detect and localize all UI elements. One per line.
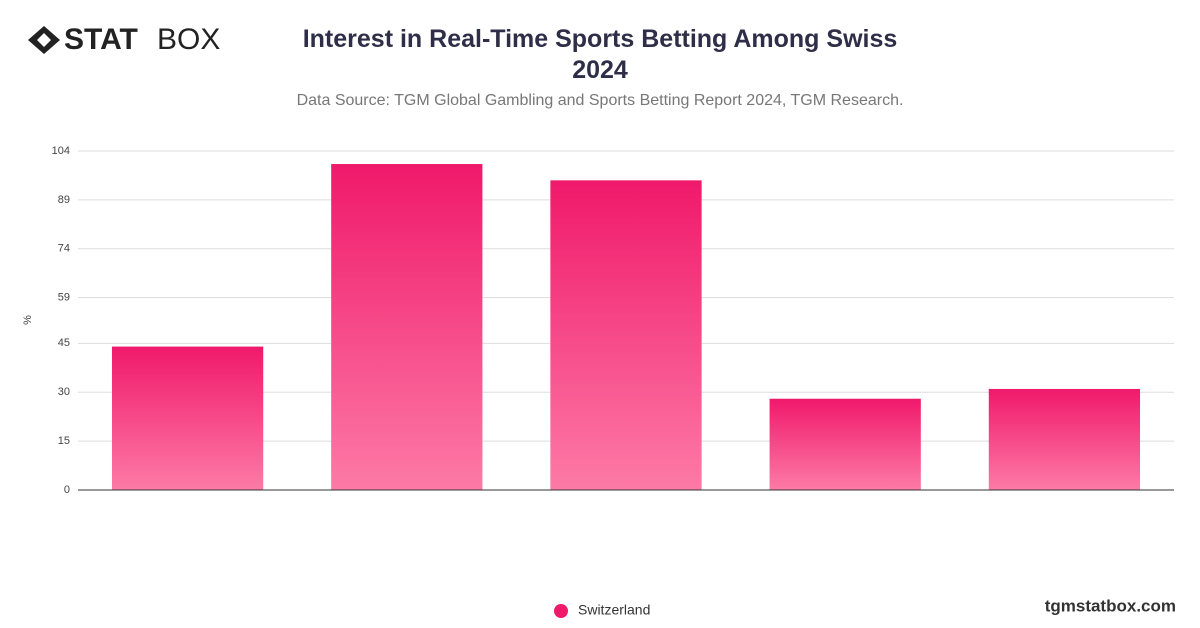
y-tick-label: 74: [58, 243, 70, 255]
y-axis-label: %: [22, 315, 34, 325]
chart-subtitle: Data Source: TGM Global Gambling and Spo…: [296, 92, 904, 109]
logo-icon: [28, 26, 60, 54]
y-tick-label: 59: [58, 292, 70, 304]
y-tick-label: 89: [58, 194, 70, 206]
logo: STAT BOX: [28, 23, 220, 56]
chart-title: Interest in Real-Time Sports Betting Amo…: [302, 25, 898, 84]
legend-label: Switzerland: [578, 602, 650, 618]
y-tick-label: 45: [58, 337, 70, 349]
bar: [988, 388, 1141, 490]
bar: [550, 180, 702, 490]
y-tick-label: 15: [58, 435, 70, 447]
y-tick-label: 30: [58, 386, 70, 398]
bar: [111, 346, 264, 490]
bar: [769, 398, 921, 490]
y-tick-label: 104: [52, 145, 70, 157]
legend-marker: [554, 604, 568, 618]
logo-bold: STAT: [64, 23, 138, 56]
logo-light: BOX: [157, 23, 220, 56]
bar: [331, 164, 483, 491]
y-tick-label: 0: [64, 484, 70, 496]
footer: tgmstatbox.com: [1045, 596, 1176, 615]
